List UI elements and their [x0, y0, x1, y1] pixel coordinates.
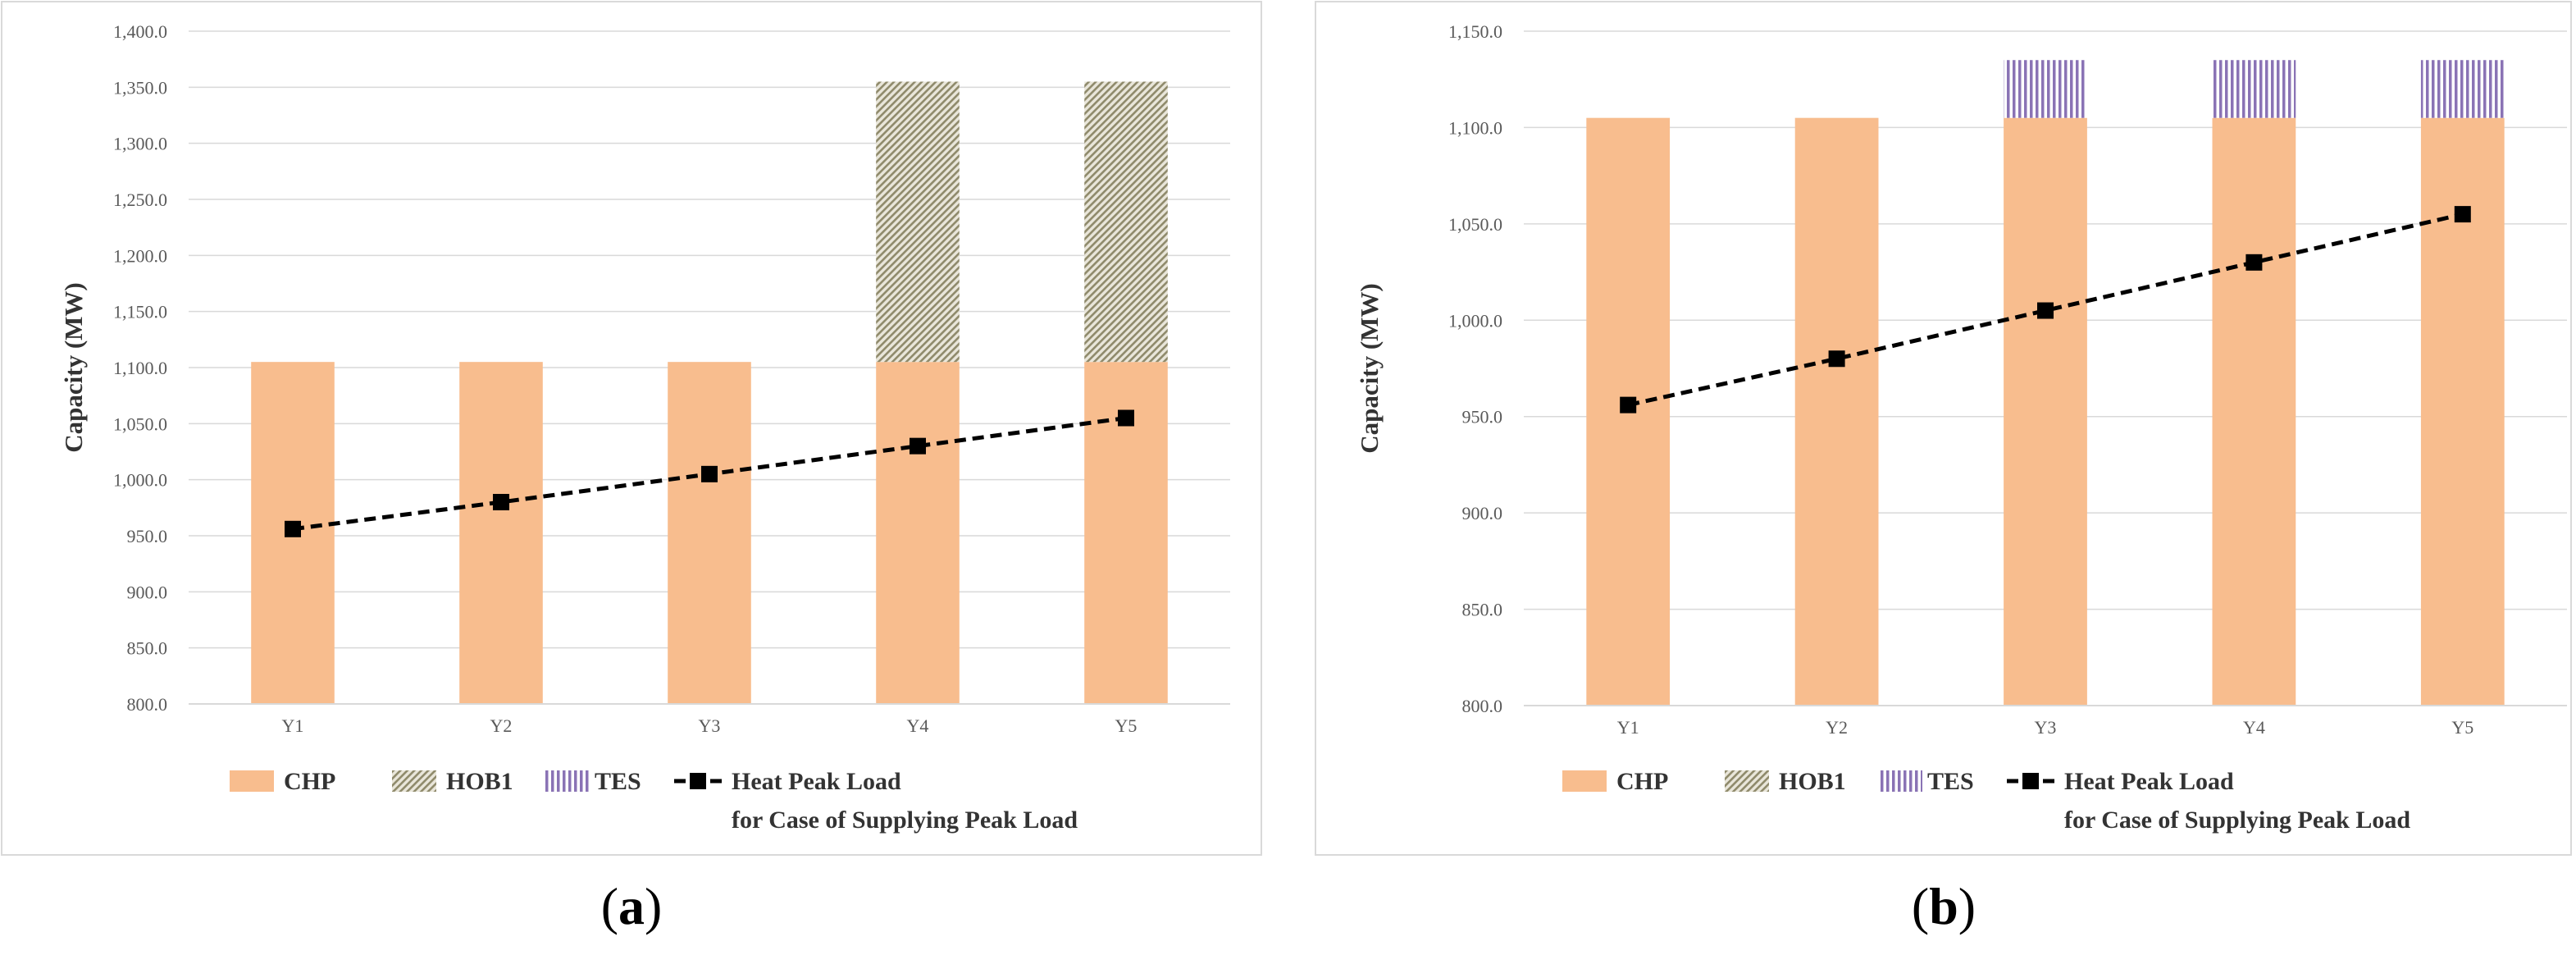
- legend-label-chp: CHP: [1616, 768, 1668, 795]
- line-marker: [285, 520, 301, 537]
- x-tick-labels: Y1 Y2 Y3 Y4 Y5: [1617, 717, 2473, 738]
- chart-panel-a: 800.0 850.0 900.0 950.0 1,000.0 1,050.0 1,100.…: [0, 0, 1263, 955]
- y-tick-label: 900.0: [1462, 503, 1503, 523]
- caption-b-letter: b: [1929, 877, 1958, 935]
- y-tick-label: 800.0: [127, 694, 168, 715]
- bar-chp: [459, 362, 543, 704]
- line-marker: [2245, 254, 2263, 271]
- y-tick-label: 1,000.0: [1448, 310, 1502, 331]
- y-tick-label: 1,050.0: [113, 414, 167, 434]
- y-tick-label: 1,100.0: [113, 358, 167, 378]
- y-tick-label: 850.0: [127, 638, 168, 659]
- x-tick-labels: Y1 Y2 Y3 Y4 Y5: [282, 715, 1138, 736]
- y-tick-label: 1,000.0: [113, 470, 167, 491]
- x-tick-label: Y5: [2451, 717, 2473, 738]
- legend-swatch-line-marker: [690, 773, 706, 789]
- y-tick-label: 950.0: [127, 526, 168, 546]
- line-marker: [2037, 302, 2054, 319]
- legend-swatch-tes: [545, 770, 590, 792]
- legend-label-hob1: HOB1: [446, 768, 513, 795]
- y-tick-label: 1,350.0: [113, 77, 167, 98]
- legend-swatch-hob1: [1725, 770, 1769, 792]
- legend-label-hob1: HOB1: [1779, 768, 1846, 795]
- caption-b-close: ): [1958, 877, 1976, 935]
- x-tick-label: Y5: [1115, 715, 1138, 736]
- legend-swatch-chp: [230, 770, 274, 792]
- line-marker: [701, 465, 718, 482]
- line-marker: [1620, 396, 1637, 414]
- bar-hob1: [1084, 81, 1168, 363]
- x-tick-label: Y4: [907, 715, 929, 736]
- legend-swatch-hob1: [392, 770, 436, 792]
- caption-a-close: ): [645, 877, 663, 935]
- chart-frame: [1315, 1, 2572, 856]
- bar-tes: [2212, 60, 2296, 118]
- y-tick-labels: 800.0 850.0 900.0 950.0 1,000.0 1,050.0 1,100.…: [113, 21, 167, 715]
- legend: CHP HOB1 TES Heat Peak Load for Case of Supp…: [230, 768, 1078, 834]
- caption-b-open: (: [1911, 877, 1930, 935]
- bar-tes: [2004, 60, 2087, 118]
- y-tick-label: 950.0: [1462, 407, 1503, 427]
- x-tick-label: Y1: [282, 715, 304, 736]
- legend-label-line-2: for Case of Supplying Peak Load: [2064, 806, 2410, 834]
- bar-chp: [1794, 117, 1879, 706]
- caption-b: (b): [1878, 876, 2009, 937]
- legend-swatch-chp: [1562, 770, 1607, 792]
- y-tick-label: 1,300.0: [113, 134, 167, 154]
- legend-swatch-line-marker: [2022, 773, 2039, 789]
- x-tick-label: Y3: [2035, 717, 2057, 738]
- legend: CHP HOB1 TES Heat Peak Load for Case of Supp…: [1562, 768, 2410, 834]
- bar-hob1: [876, 81, 960, 363]
- legend-label-line-1: Heat Peak Load: [2064, 768, 2234, 795]
- bar-chp: [876, 362, 960, 704]
- legend-label-tes: TES: [1927, 768, 1974, 795]
- line-marker: [1118, 409, 1134, 427]
- y-axis-label: Capacity (MW): [59, 282, 88, 452]
- x-tick-label: Y3: [699, 715, 721, 736]
- y-tick-label: 1,150.0: [113, 302, 167, 322]
- bar-tes: [2420, 60, 2505, 118]
- x-tick-label: Y2: [490, 715, 513, 736]
- y-tick-label: 900.0: [127, 582, 168, 602]
- y-tick-label: 1,100.0: [1448, 117, 1502, 138]
- legend-swatch-tes: [1878, 770, 1922, 792]
- bar-chp: [668, 362, 751, 704]
- bar-chp: [2212, 117, 2296, 706]
- legend-label-line-1: Heat Peak Load: [732, 768, 901, 795]
- chart-panel-b: 800.0 850.0 900.0 950.0 1,000.0 1,050.0 1,100.…: [1312, 0, 2576, 955]
- legend-label-tes: TES: [595, 768, 641, 795]
- line-marker: [1828, 350, 1845, 368]
- caption-a-letter: a: [618, 877, 645, 935]
- y-tick-label: 800.0: [1462, 696, 1503, 716]
- y-tick-label: 1,050.0: [1448, 214, 1502, 235]
- y-tick-label: 1,400.0: [113, 21, 167, 42]
- line-marker: [2454, 206, 2471, 223]
- x-tick-label: Y4: [2243, 717, 2265, 738]
- legend-label-chp: CHP: [284, 768, 335, 795]
- chart-frame: [1, 1, 1262, 856]
- y-tick-labels: 800.0 850.0 900.0 950.0 1,000.0 1,050.0 1,100.…: [1448, 21, 1502, 716]
- line-marker: [910, 437, 926, 455]
- x-tick-label: Y1: [1617, 717, 1639, 738]
- caption-a-open: (: [600, 877, 618, 935]
- chart-a: 800.0 850.0 900.0 950.0 1,000.0 1,050.0 1,100.…: [1, 1, 1262, 856]
- caption-a: (a): [566, 876, 697, 937]
- line-markers: [1620, 206, 2471, 414]
- bar-chp: [2004, 117, 2087, 706]
- y-tick-label: 1,250.0: [113, 190, 167, 210]
- chart-b: 800.0 850.0 900.0 950.0 1,000.0 1,050.0 1,100.…: [1315, 1, 2572, 856]
- y-axis-label: Capacity (MW): [1355, 283, 1384, 453]
- line-markers: [285, 409, 1134, 537]
- x-tick-label: Y2: [1826, 717, 1848, 738]
- y-tick-label: 1,200.0: [113, 245, 167, 266]
- line-heat-peak-load: [1627, 212, 2464, 408]
- y-tick-label: 1,150.0: [1448, 21, 1502, 42]
- y-tick-label: 850.0: [1462, 600, 1503, 620]
- legend-label-line-2: for Case of Supplying Peak Load: [732, 806, 1078, 834]
- line-marker: [493, 494, 509, 510]
